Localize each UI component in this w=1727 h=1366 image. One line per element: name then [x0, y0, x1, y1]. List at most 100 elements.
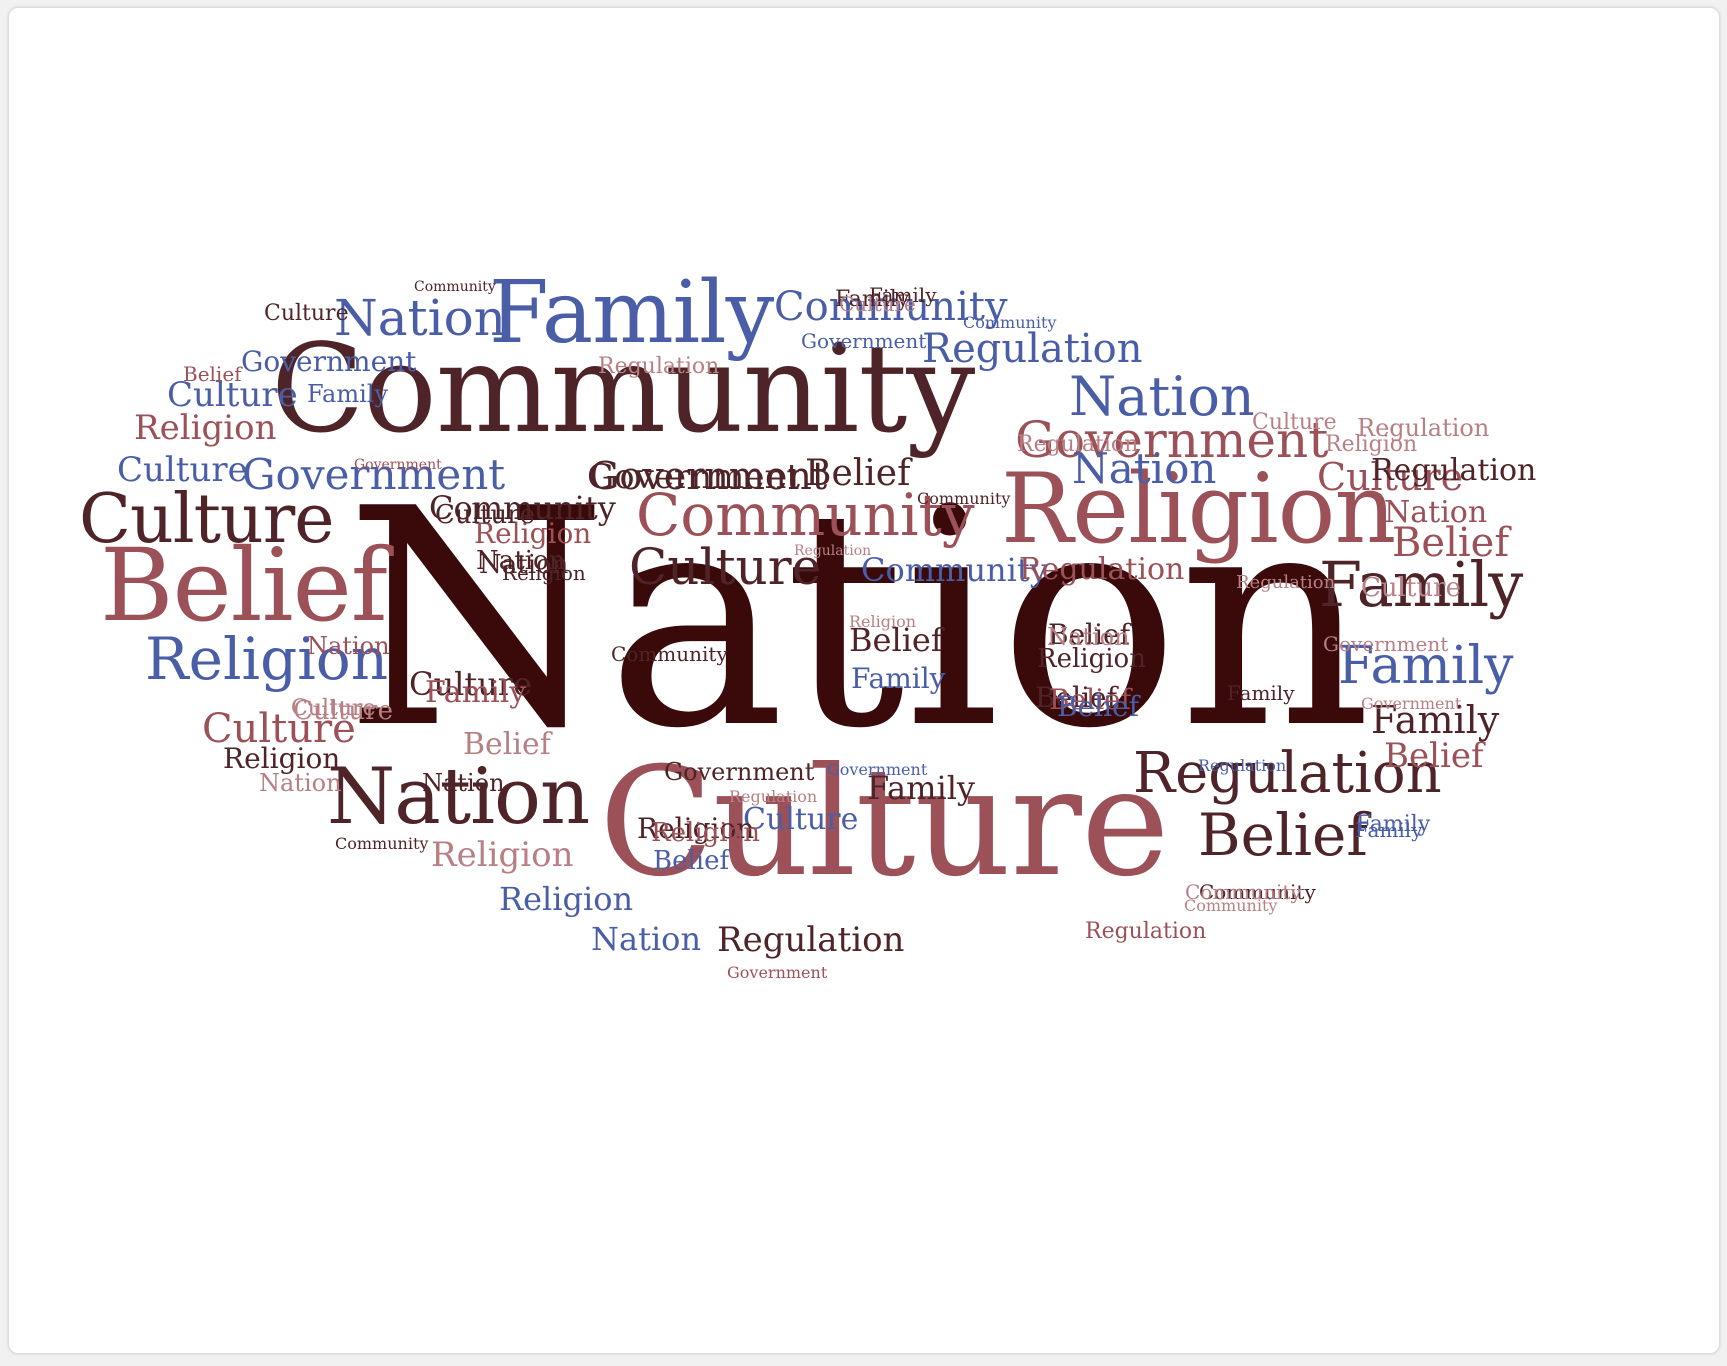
cloud-word-family: Family	[835, 287, 910, 312]
cloud-word-nation: Nation	[1384, 495, 1488, 530]
cloud-word-nation: Nation	[476, 546, 566, 576]
cloud-word-religion: Religion	[1001, 453, 1396, 565]
cloud-word-community: Community	[1199, 880, 1316, 904]
cloud-word-nation: Nation	[307, 632, 390, 660]
cloud-word-government: Government	[1361, 694, 1462, 713]
cloud-word-government: Government	[589, 454, 828, 498]
cloud-word-family: Family	[869, 283, 937, 307]
cloud-word-religion: Religion	[1037, 644, 1146, 674]
cloud-word-nation: Nation	[479, 550, 569, 580]
cloud-word-religion: Religion	[145, 625, 389, 693]
cloud-word-belief: Belief	[463, 727, 551, 762]
cloud-word-community: Community	[1185, 880, 1302, 904]
cloud-word-family: Family	[851, 662, 946, 695]
cloud-word-culture: Culture	[599, 736, 1170, 910]
cloud-word-culture: Culture	[291, 696, 376, 721]
cloud-word-community: Community	[917, 489, 1011, 508]
cloud-word-culture: Culture	[839, 292, 916, 316]
cloud-word-religion: Religion	[502, 561, 586, 585]
cloud-word-culture: Culture	[117, 450, 248, 490]
cloud-word-government: Government	[664, 758, 815, 786]
cloud-word-family: Family	[1356, 812, 1431, 837]
cloud-word-community: Community	[774, 284, 1008, 330]
cloud-word-belief: Belief	[805, 453, 911, 494]
cloud-word-family: Family	[867, 769, 975, 807]
cloud-word-nation: Nation	[259, 769, 342, 797]
cloud-word-family: Family	[1355, 818, 1423, 842]
cloud-word-belief: Belief	[1057, 690, 1139, 723]
cloud-word-belief: Belief	[1048, 618, 1130, 651]
cloud-word-belief: Belief	[1392, 520, 1510, 566]
cloud-word-community: Community	[414, 279, 496, 295]
cloud-word-regulation: Regulation	[1019, 552, 1185, 587]
cloud-word-religion: Religion	[474, 517, 592, 550]
cloud-word-belief: Belief	[1049, 683, 1131, 716]
cloud-word-regulation: Regulation	[922, 326, 1143, 372]
cloud-word-culture: Culture	[79, 480, 334, 559]
cloud-word-belief: Belief	[1198, 801, 1368, 869]
cloud-word-community: Community	[429, 489, 616, 527]
cloud-word-family: Family	[1371, 698, 1500, 742]
cloud-word-culture: Culture	[291, 696, 376, 721]
cloud-word-religion: Religion	[849, 612, 917, 631]
image-frame: Nation Community Culture Religion Family Beli…	[8, 7, 1720, 1354]
cloud-word-nation: Nation	[422, 769, 505, 797]
cloud-word-government: Government	[1323, 632, 1449, 656]
cloud-word-nation: Nation	[345, 445, 1372, 794]
cloud-word-culture: Culture	[264, 301, 349, 326]
cloud-word-community: Community	[335, 834, 429, 853]
cloud-word-nation: Nation	[1069, 365, 1255, 428]
cloud-word-government: Government	[827, 760, 928, 779]
cloud-word-family: Family	[425, 675, 527, 710]
cloud-word-nation: Nation	[591, 920, 702, 958]
cloud-word-nation: Nation	[334, 289, 506, 347]
cloud-word-community: Community	[861, 551, 1048, 589]
cloud-word-culture: Culture	[1317, 455, 1464, 499]
cloud-word-religion: Religion	[499, 880, 634, 918]
cloud-word-regulation: Regulation	[1198, 756, 1287, 775]
cloud-word-belief: Belief	[1035, 681, 1117, 714]
cloud-word-community: Community	[963, 313, 1057, 332]
cloud-word-regulation: Regulation	[729, 787, 818, 806]
cloud-word-government: Government	[727, 963, 828, 982]
cloud-word-religion: Religion	[1325, 432, 1418, 457]
cloud-word-nation: Nation	[1047, 623, 1130, 651]
cloud-word-culture: Culture	[1252, 410, 1337, 435]
cloud-word-community: Community	[611, 642, 728, 666]
cloud-word-culture: Culture	[743, 802, 859, 837]
cloud-word-nation: Nation	[1072, 444, 1217, 493]
cloud-word-belief: Belief	[653, 846, 730, 876]
cloud-word-culture: Culture	[629, 538, 822, 596]
cloud-word-regulation: Regulation	[1133, 741, 1442, 806]
cloud-word-nation: Nation	[327, 752, 590, 842]
cloud-word-belief: Belief	[849, 621, 943, 659]
cloud-word-regulation: Regulation	[1236, 572, 1336, 593]
cloud-word-religion: Religion	[223, 742, 341, 775]
cloud-word-culture: Culture	[167, 375, 298, 415]
cloud-word-family: Family	[1227, 681, 1295, 705]
cloud-word-belief: Belief	[100, 527, 388, 644]
cloud-word-culture: Culture	[293, 696, 393, 726]
cloud-word-government: Government	[801, 329, 927, 353]
cloud-word-culture: Culture	[202, 706, 356, 752]
cloud-word-regulation: Regulation	[1357, 414, 1490, 442]
cloud-word-culture: Culture	[435, 500, 535, 530]
cloud-word-government: Government	[241, 345, 417, 378]
cloud-word-community: Community	[271, 318, 975, 460]
cloud-word-religion: Religion	[651, 818, 760, 848]
cloud-word-religion: Religion	[134, 408, 277, 448]
cloud-word-government: Government	[587, 457, 801, 497]
cloud-word-regulation: Regulation	[598, 354, 720, 379]
cloud-word-family: Family	[489, 263, 774, 363]
cloud-word-belief: Belief	[183, 362, 242, 386]
cloud-word-government: Government	[354, 457, 442, 473]
cloud-word-religion: Religion	[637, 812, 755, 845]
cloud-word-family: Family	[307, 380, 388, 408]
word-cloud: Nation Community Culture Religion Family Beli…	[9, 8, 1719, 1353]
cloud-word-regulation: Regulation	[1017, 432, 1139, 457]
cloud-word-culture: Culture	[1361, 573, 1461, 603]
cloud-word-belief: Belief	[1384, 736, 1484, 776]
cloud-word-culture: Culture	[409, 665, 533, 703]
cloud-word-government: Government	[242, 450, 506, 499]
cloud-word-religion: Religion	[431, 835, 574, 875]
